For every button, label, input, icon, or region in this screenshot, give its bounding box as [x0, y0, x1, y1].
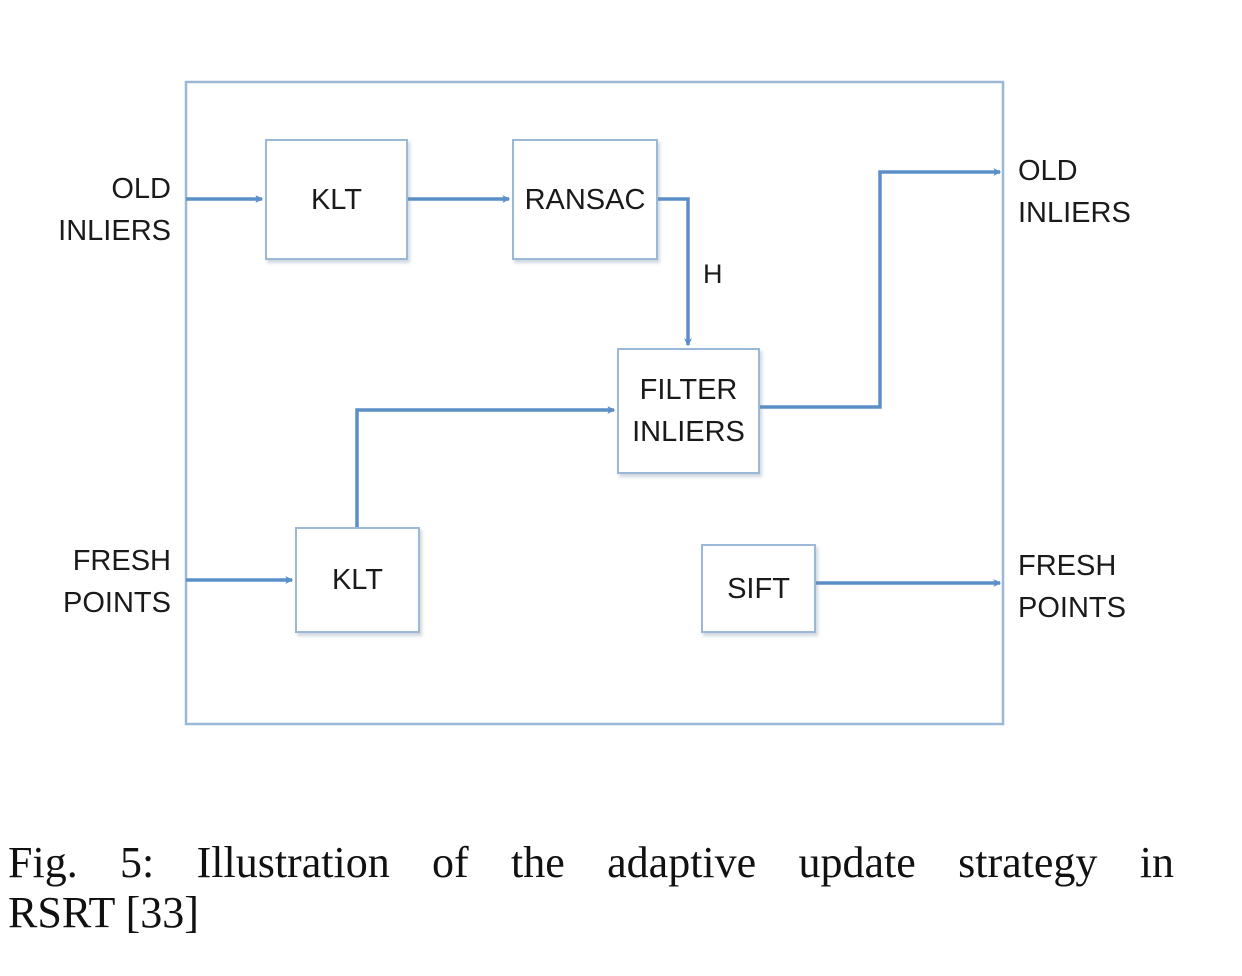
input-old-inliers-line1: OLD [111, 173, 171, 205]
diagram-canvas [184, 80, 1005, 726]
block-diagram: OLD INLIERS FRESH POINTS OLD INLIERS FRE… [58, 80, 1131, 726]
input-old-inliers-line2: INLIERS [58, 215, 171, 247]
input-fresh-points-line2: POINTS [63, 587, 171, 619]
caption-line2: RSRT [33] [8, 888, 199, 937]
sift-label: SIFT [727, 572, 790, 605]
ransac-label: RANSAC [524, 183, 646, 216]
filter-inliers-line2: INLIERS [632, 416, 745, 448]
klt-top-block: KLT [265, 139, 408, 260]
arrow-filter-to-old-inliers-out [760, 168, 1002, 409]
input-fresh-points-line1: FRESH [72, 545, 171, 577]
ransac-block: RANSAC [512, 139, 658, 260]
klt-bottom-block: KLT [295, 527, 420, 633]
output-old-inliers-line2: INLIERS [1018, 197, 1131, 229]
klt-bottom-label: KLT [331, 564, 384, 596]
klt-top-label: KLT [310, 183, 363, 216]
output-fresh-points-line2: POINTS [1018, 592, 1126, 624]
arrow-klt-to-filter [355, 406, 616, 527]
output-old-inliers-label: OLD INLIERS [1018, 150, 1131, 234]
outer-frame [184, 80, 1005, 726]
homography-edge-label: H [703, 259, 723, 289]
input-fresh-points-label: FRESH POINTS [63, 540, 171, 624]
output-old-inliers-line1: OLD [1018, 155, 1078, 187]
arrow-ransac-to-filter [658, 197, 692, 347]
output-fresh-points-label: FRESH POINTS [1018, 545, 1126, 629]
output-fresh-points-line1: FRESH [1018, 550, 1117, 582]
filter-inliers-block: FILTER INLIERS [617, 348, 760, 474]
figure-caption: Fig. 5: Illustration of the adaptive upd… [8, 838, 1174, 938]
sift-block: SIFT [701, 544, 816, 633]
filter-inliers-line1: FILTER [639, 374, 738, 406]
input-old-inliers-label: OLD INLIERS [58, 168, 171, 252]
caption-line1: Fig. 5: Illustration of the adaptive upd… [8, 838, 1174, 887]
